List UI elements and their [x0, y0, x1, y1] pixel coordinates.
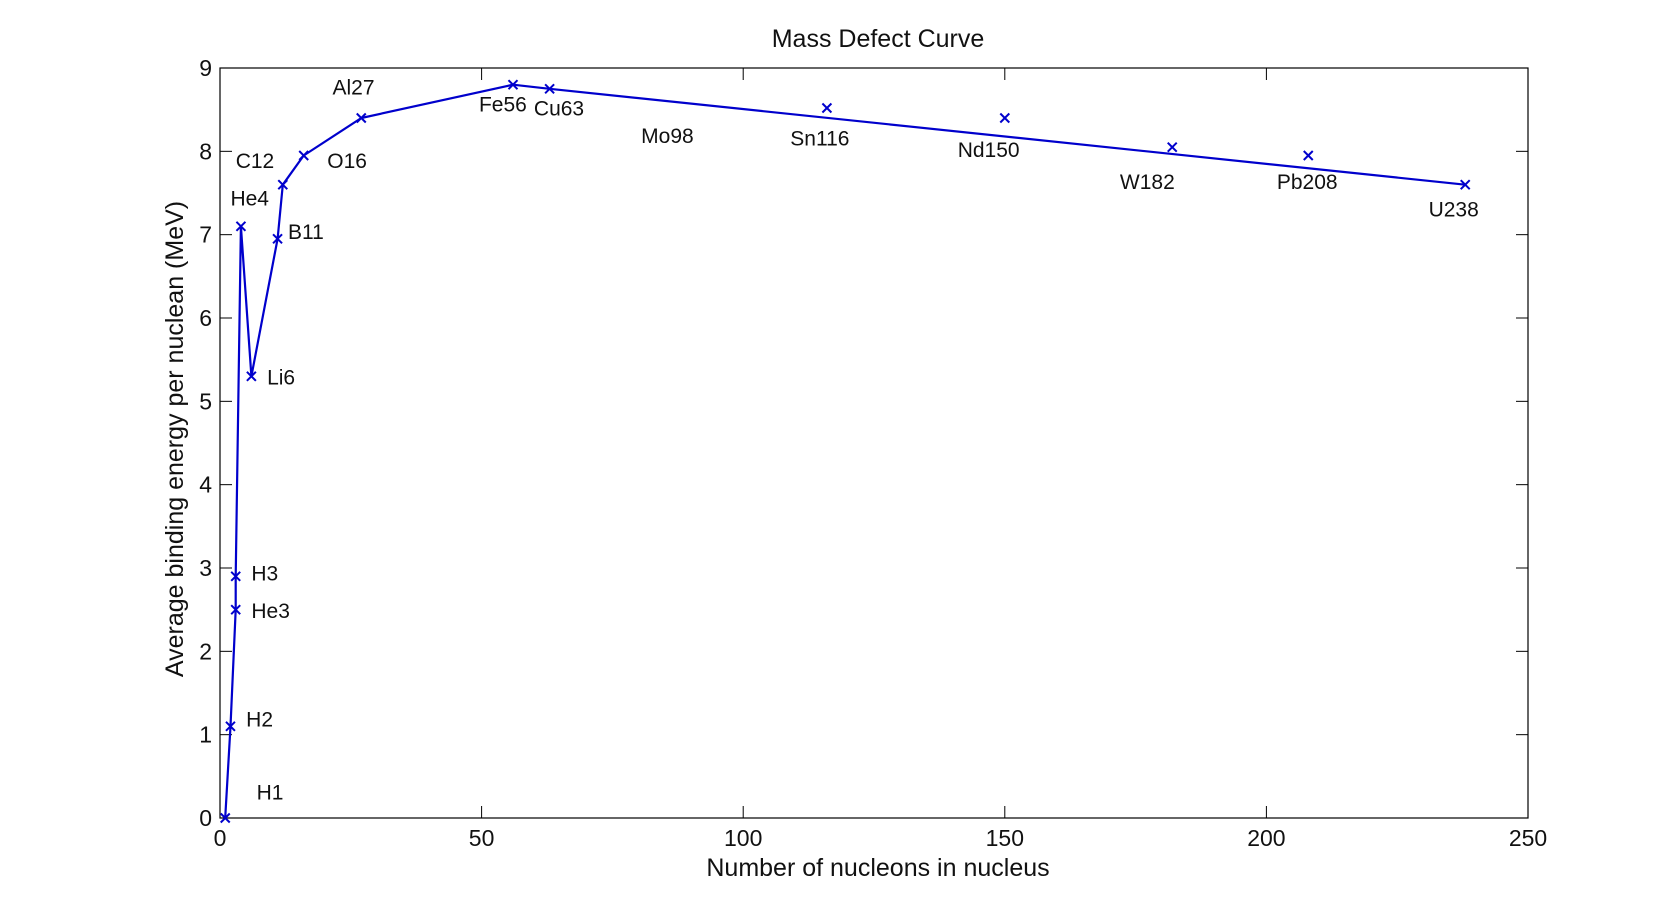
- y-tick-label: 5: [199, 388, 212, 414]
- data-point-marker: [246, 371, 257, 382]
- x-axis-title: Number of nucleons in nucleus: [706, 854, 1049, 882]
- marker-stroke: [225, 721, 236, 732]
- plot-area: 0 50 100 150 200 250 0 1 2 3 4 5 6 7 8 9 H1 H2 He3 H3 He4 Li6…: [199, 55, 1547, 851]
- point-annotation: H1: [257, 782, 284, 805]
- point-annotation: C12: [236, 150, 275, 173]
- x-tick-label: 0: [214, 825, 227, 851]
- marker-stroke: [235, 221, 247, 232]
- data-point-marker: [1460, 179, 1471, 190]
- data-point-marker: [507, 79, 519, 90]
- y-tick-label: 4: [199, 472, 212, 498]
- point-annotation: H3: [251, 563, 278, 586]
- data-point-marker: [230, 571, 241, 582]
- marker-stroke: [272, 233, 283, 245]
- y-tick-label: 7: [199, 222, 212, 248]
- marker-stroke: [230, 571, 241, 582]
- point-annotation: He3: [251, 600, 290, 623]
- marker-stroke: [356, 112, 367, 124]
- marker-stroke: [298, 150, 309, 161]
- point-annotation: Mo98: [641, 125, 694, 148]
- data-point-marker: [272, 233, 283, 245]
- plot-frame: [219, 67, 1529, 819]
- data-point-marker: [1303, 150, 1314, 161]
- marker-stroke: [1167, 141, 1178, 153]
- data-point-marker: [220, 812, 231, 824]
- point-annotation: He4: [230, 188, 269, 211]
- marker-stroke: [246, 371, 257, 382]
- data-point-marker: [225, 721, 236, 732]
- marker-stroke: [507, 79, 519, 90]
- marker-stroke: [1303, 150, 1314, 161]
- y-tick-label: 8: [199, 138, 212, 164]
- marker-stroke: [821, 102, 833, 114]
- point-annotation: Nd150: [958, 139, 1020, 162]
- point-annotation: Li6: [267, 367, 295, 390]
- y-axis-title: Average binding energy per nuclean (MeV): [161, 201, 189, 677]
- data-point-marker: [235, 221, 247, 232]
- data-point-marker: [277, 179, 288, 190]
- point-annotation: Sn116: [790, 128, 849, 151]
- series-line: [224, 83, 1466, 819]
- x-tick-label: 150: [986, 825, 1024, 851]
- point-annotation: O16: [327, 150, 367, 173]
- point-annotation: W182: [1120, 171, 1175, 194]
- marker-stroke: [999, 112, 1011, 124]
- y-tick-label: 9: [199, 55, 212, 81]
- marker-stroke: [277, 179, 288, 190]
- point-annotation: U238: [1429, 198, 1479, 221]
- point-annotation: Al27: [332, 77, 374, 100]
- marker-stroke: [230, 604, 241, 615]
- point-annotation: Cu63: [534, 98, 584, 121]
- y-tick-label: 2: [199, 638, 212, 664]
- x-tick-label: 100: [724, 825, 762, 851]
- data-point-marker: [544, 83, 555, 95]
- point-annotation: Fe56: [479, 93, 527, 116]
- y-tick-label: 6: [199, 305, 212, 331]
- marker-stroke: [544, 83, 555, 95]
- x-tick-label: 250: [1509, 825, 1547, 851]
- data-point-marker: [821, 102, 833, 114]
- x-tick-label: 50: [469, 825, 495, 851]
- data-point-marker: [230, 604, 241, 615]
- y-tick-label: 0: [199, 805, 212, 831]
- y-tick-label: 3: [199, 555, 212, 581]
- chart-title: Mass Defect Curve: [772, 25, 985, 53]
- marker-stroke: [220, 812, 231, 824]
- x-tick-label: 200: [1247, 825, 1285, 851]
- data-point-marker: [1167, 141, 1178, 153]
- point-annotation: Pb208: [1277, 171, 1338, 194]
- data-point-marker: [999, 112, 1011, 124]
- data-point-marker: [356, 112, 367, 124]
- data-point-marker: [298, 150, 309, 161]
- y-tick-label: 1: [199, 722, 212, 748]
- point-annotation: H2: [246, 708, 273, 731]
- point-annotation: B11: [288, 221, 324, 244]
- marker-stroke: [1460, 179, 1471, 190]
